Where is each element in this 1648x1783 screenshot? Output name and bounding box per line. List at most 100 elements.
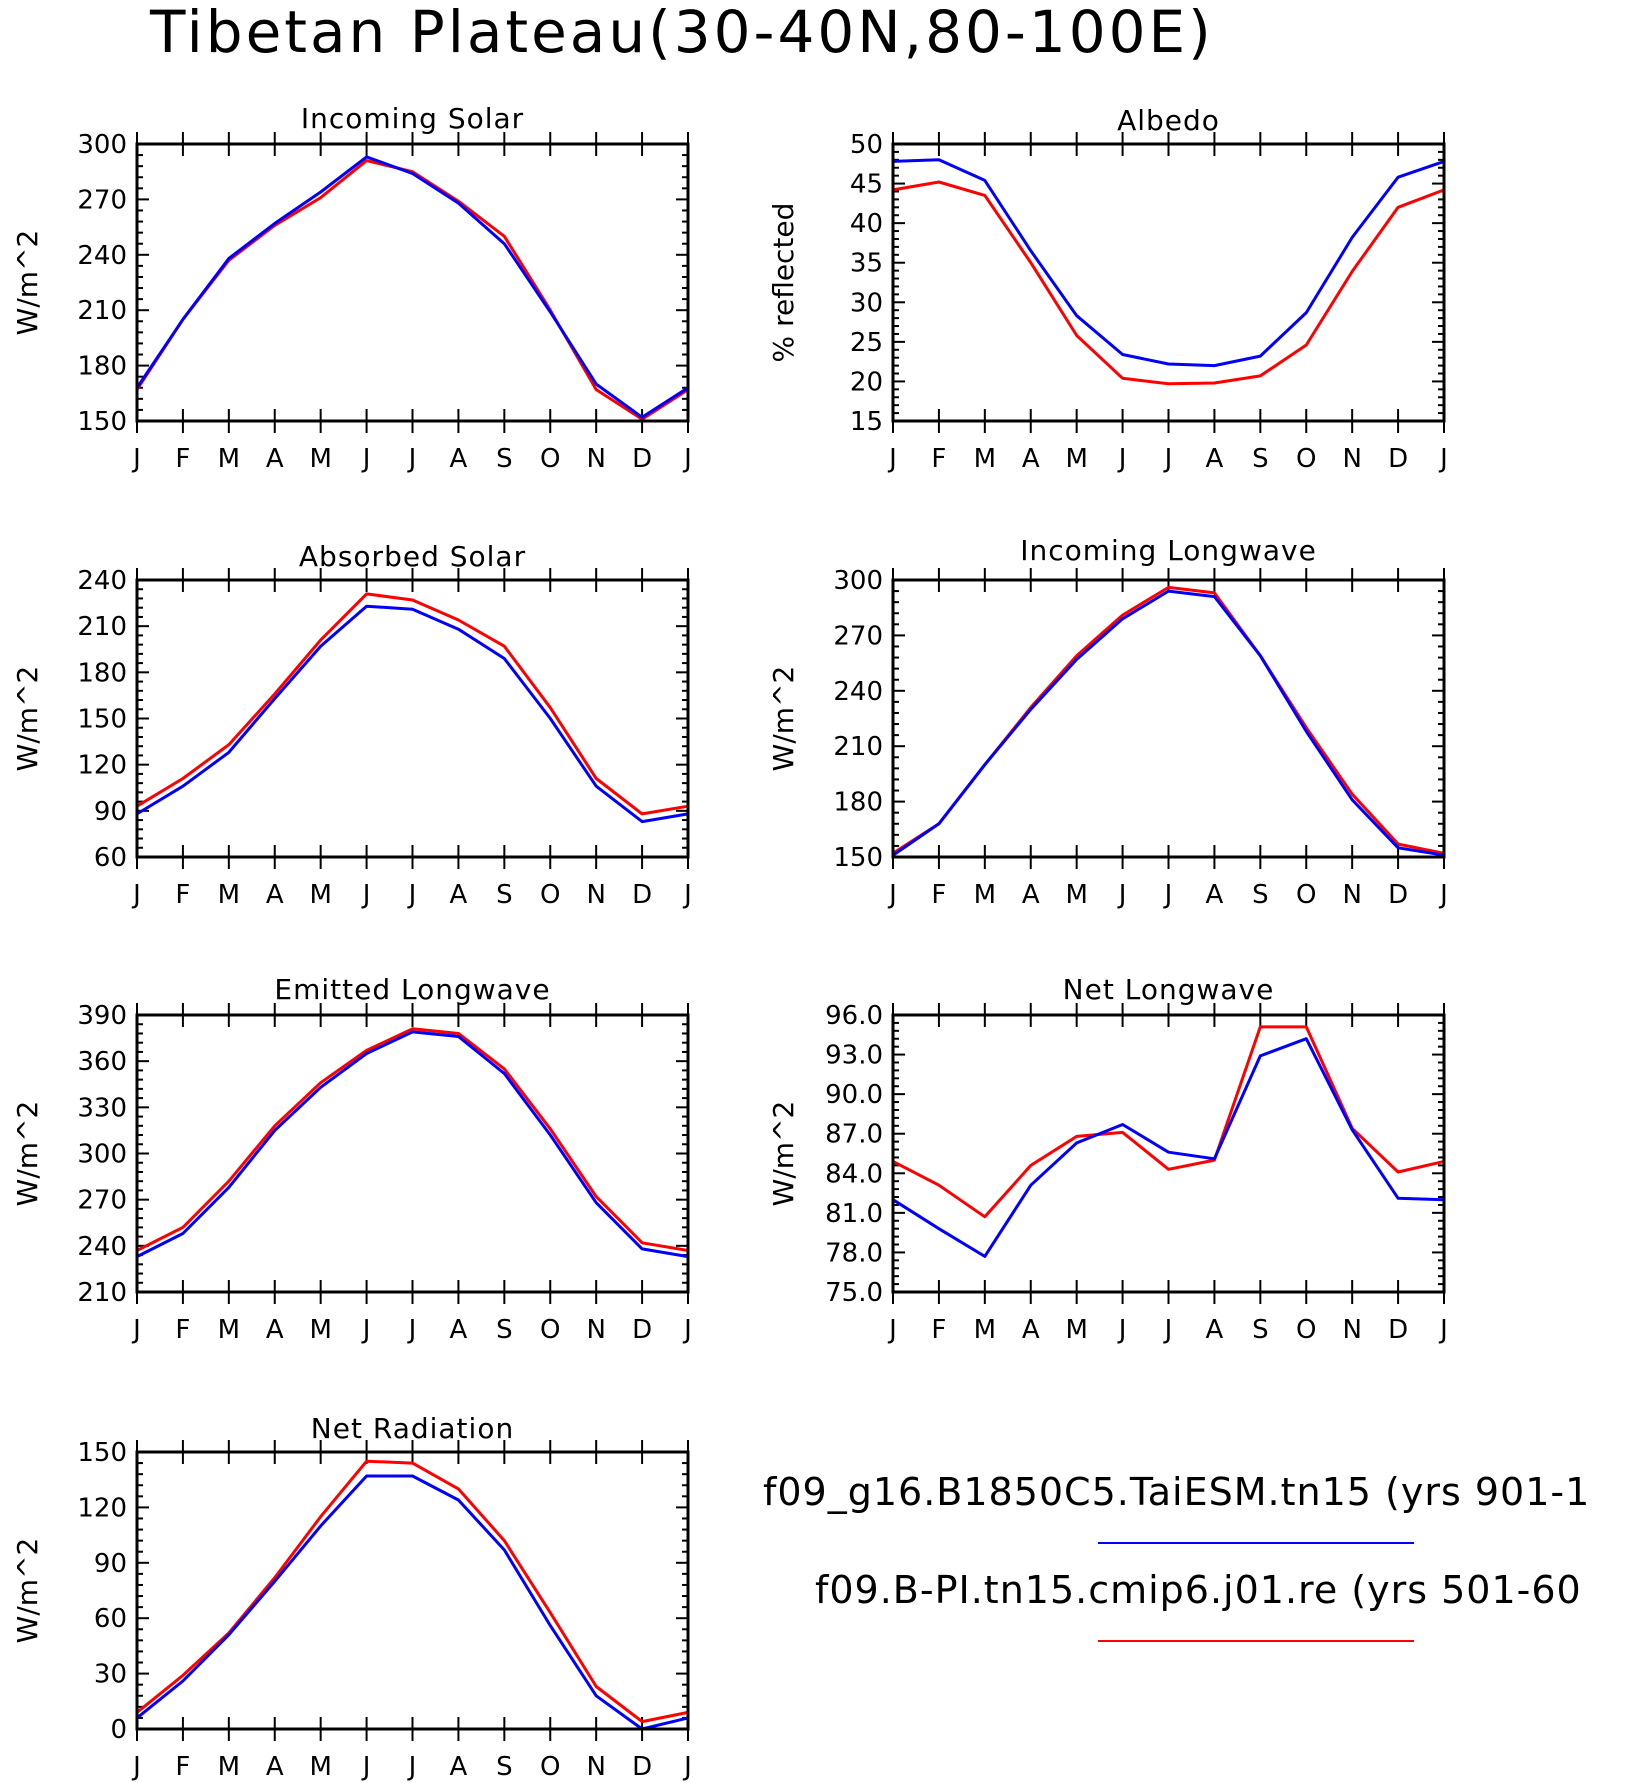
panel-title: Albedo [1117, 104, 1220, 137]
x-tick-label: S [496, 444, 513, 474]
y-tick-label: 84.0 [825, 1159, 883, 1189]
x-tick-label: A [1022, 880, 1040, 910]
plot-frame [891, 1013, 1446, 1294]
series-line-blue [136, 1030, 689, 1259]
x-tick-label: N [586, 444, 605, 474]
series-line-blue [892, 158, 1445, 368]
x-tick-label: S [1252, 1315, 1269, 1345]
y-axis-label: W/m^2 [11, 1101, 44, 1207]
y-axis-label: W/m^2 [11, 230, 44, 336]
x-tick-label: N [1342, 444, 1361, 474]
series-line-blue [136, 604, 689, 824]
y-tick-label: 60 [94, 843, 127, 873]
y-tick-label: 150 [77, 407, 127, 437]
y-tick-label: 210 [77, 612, 127, 642]
y-tick-label: 330 [77, 1093, 127, 1123]
x-tick-label: D [1388, 1315, 1408, 1345]
panel-title: Emitted Longwave [274, 973, 550, 1006]
y-tick-label: 78.0 [825, 1238, 883, 1268]
x-tick-label: A [1206, 1315, 1224, 1345]
x-tick-label: M [309, 1315, 331, 1345]
x-tick-label: J [361, 444, 371, 474]
x-tick-label: S [1252, 444, 1269, 474]
x-tick-label: J [131, 880, 141, 910]
series-line-blue [892, 1037, 1445, 1258]
series-line-red [136, 1027, 689, 1252]
x-tick-label: N [586, 1752, 605, 1782]
y-tick-label: 150 [833, 843, 883, 873]
x-tick-label: A [1022, 444, 1040, 474]
panel-title: Net Longwave [1063, 973, 1275, 1006]
x-tick-label: D [1388, 880, 1408, 910]
y-tick-label: 60 [94, 1604, 127, 1634]
y-tick-label: 25 [850, 328, 883, 358]
y-tick-label: 30 [850, 288, 883, 318]
y-axis-label: W/m^2 [767, 1101, 800, 1207]
x-tick-label: O [540, 1315, 560, 1345]
y-tick-label: 210 [77, 1278, 127, 1308]
x-tick-label: J [407, 444, 417, 474]
y-tick-label: 90 [94, 797, 127, 827]
x-tick-label: J [1117, 1315, 1127, 1345]
x-tick-label: A [266, 1315, 284, 1345]
series-line-red [136, 1459, 689, 1724]
x-tick-label: A [450, 444, 468, 474]
y-tick-label: 300 [833, 566, 883, 596]
y-tick-label: 35 [850, 249, 883, 279]
panel-title: Net Radiation [311, 1412, 514, 1445]
x-tick-label: A [450, 1752, 468, 1782]
x-tick-label: J [1163, 1315, 1173, 1345]
x-tick-label: M [974, 880, 996, 910]
x-tick-label: J [361, 880, 371, 910]
x-tick-label: F [931, 1315, 946, 1345]
x-tick-label: O [1296, 880, 1316, 910]
x-tick-label: M [974, 444, 996, 474]
plot-frame [891, 578, 1446, 859]
x-tick-label: J [361, 1315, 371, 1345]
x-tick-label: M [218, 880, 240, 910]
y-tick-label: 90.0 [825, 1080, 883, 1110]
series-line-blue [892, 589, 1445, 857]
x-tick-label: A [1022, 1315, 1040, 1345]
y-axis-label: W/m^2 [11, 666, 44, 772]
x-tick-label: J [1117, 444, 1127, 474]
y-tick-label: 81.0 [825, 1199, 883, 1229]
x-tick-label: M [218, 444, 240, 474]
x-tick-label: J [1438, 444, 1448, 474]
x-tick-label: J [131, 444, 141, 474]
x-tick-label: M [974, 1315, 996, 1345]
plot-frame [891, 142, 1446, 423]
panel-title: Incoming Solar [301, 102, 524, 135]
x-tick-label: J [682, 1315, 692, 1345]
x-tick-label: M [218, 1752, 240, 1782]
x-tick-label: M [309, 1752, 331, 1782]
y-tick-label: 87.0 [825, 1120, 883, 1150]
x-tick-label: F [175, 1752, 190, 1782]
y-tick-label: 0 [110, 1715, 127, 1745]
x-tick-label: F [931, 444, 946, 474]
x-tick-label: O [540, 880, 560, 910]
y-axis-label: W/m^2 [11, 1538, 44, 1644]
y-tick-label: 300 [77, 1140, 127, 1170]
y-axis-label: W/m^2 [767, 666, 800, 772]
x-tick-label: J [887, 880, 897, 910]
x-tick-label: J [1163, 880, 1173, 910]
x-tick-label: A [1206, 444, 1224, 474]
x-tick-label: J [131, 1315, 141, 1345]
y-tick-label: 180 [833, 788, 883, 818]
y-tick-label: 270 [77, 1186, 127, 1216]
x-tick-label: J [887, 1315, 897, 1345]
legend-label: f09_g16.B1850C5.TaiESM.tn15 (yrs 901-1 [763, 1470, 1590, 1514]
x-tick-label: J [407, 1752, 417, 1782]
x-tick-label: J [131, 1752, 141, 1782]
x-tick-label: A [1206, 880, 1224, 910]
x-tick-label: J [682, 1752, 692, 1782]
y-tick-label: 45 [850, 170, 883, 200]
y-tick-label: 93.0 [825, 1041, 883, 1071]
plot-frame [135, 578, 690, 859]
x-tick-label: M [309, 444, 331, 474]
